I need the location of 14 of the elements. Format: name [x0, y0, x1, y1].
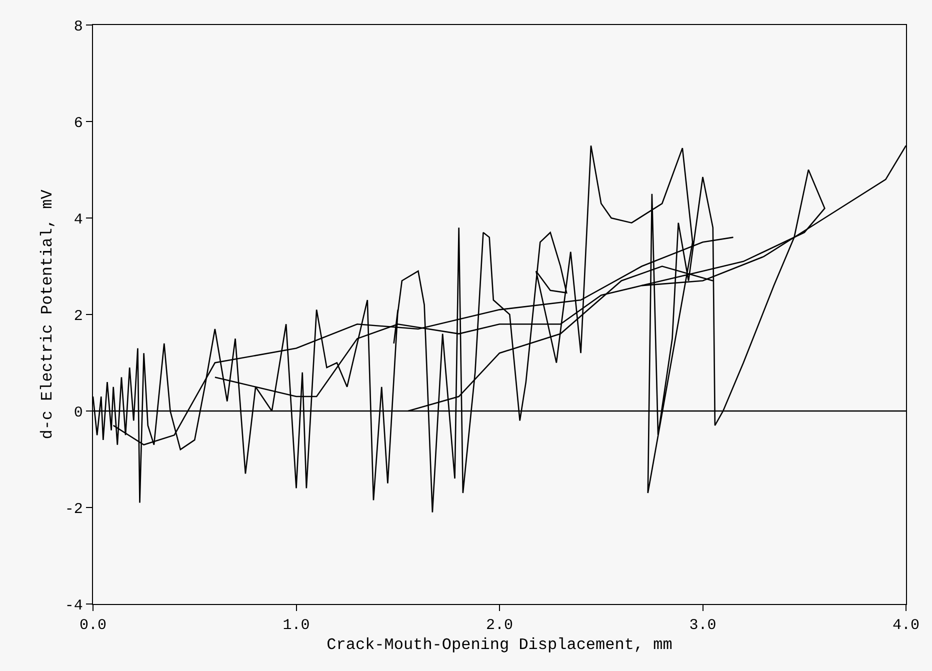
x-tick-label: 0.0: [79, 617, 107, 634]
y-axis-title: d-c Electric Potential, mV: [38, 189, 57, 440]
y-tick-label: 8: [74, 18, 83, 36]
x-axis-title: Crack-Mouth-Opening Displacement, mm: [326, 636, 672, 654]
y-tick-label: -2: [64, 500, 83, 518]
x-tick-label: 3.0: [689, 617, 716, 634]
x-tick-label: 1.0: [282, 617, 310, 634]
x-tick-label: 2.0: [486, 617, 514, 634]
y-tick-label: 0: [74, 404, 83, 422]
y-tick-label: 4: [74, 211, 83, 228]
y-tick-label: 6: [74, 114, 83, 132]
y-tick-label: 2: [74, 308, 83, 325]
y-tick-label: -4: [64, 597, 83, 614]
x-tick-label: 4.0: [892, 617, 920, 634]
